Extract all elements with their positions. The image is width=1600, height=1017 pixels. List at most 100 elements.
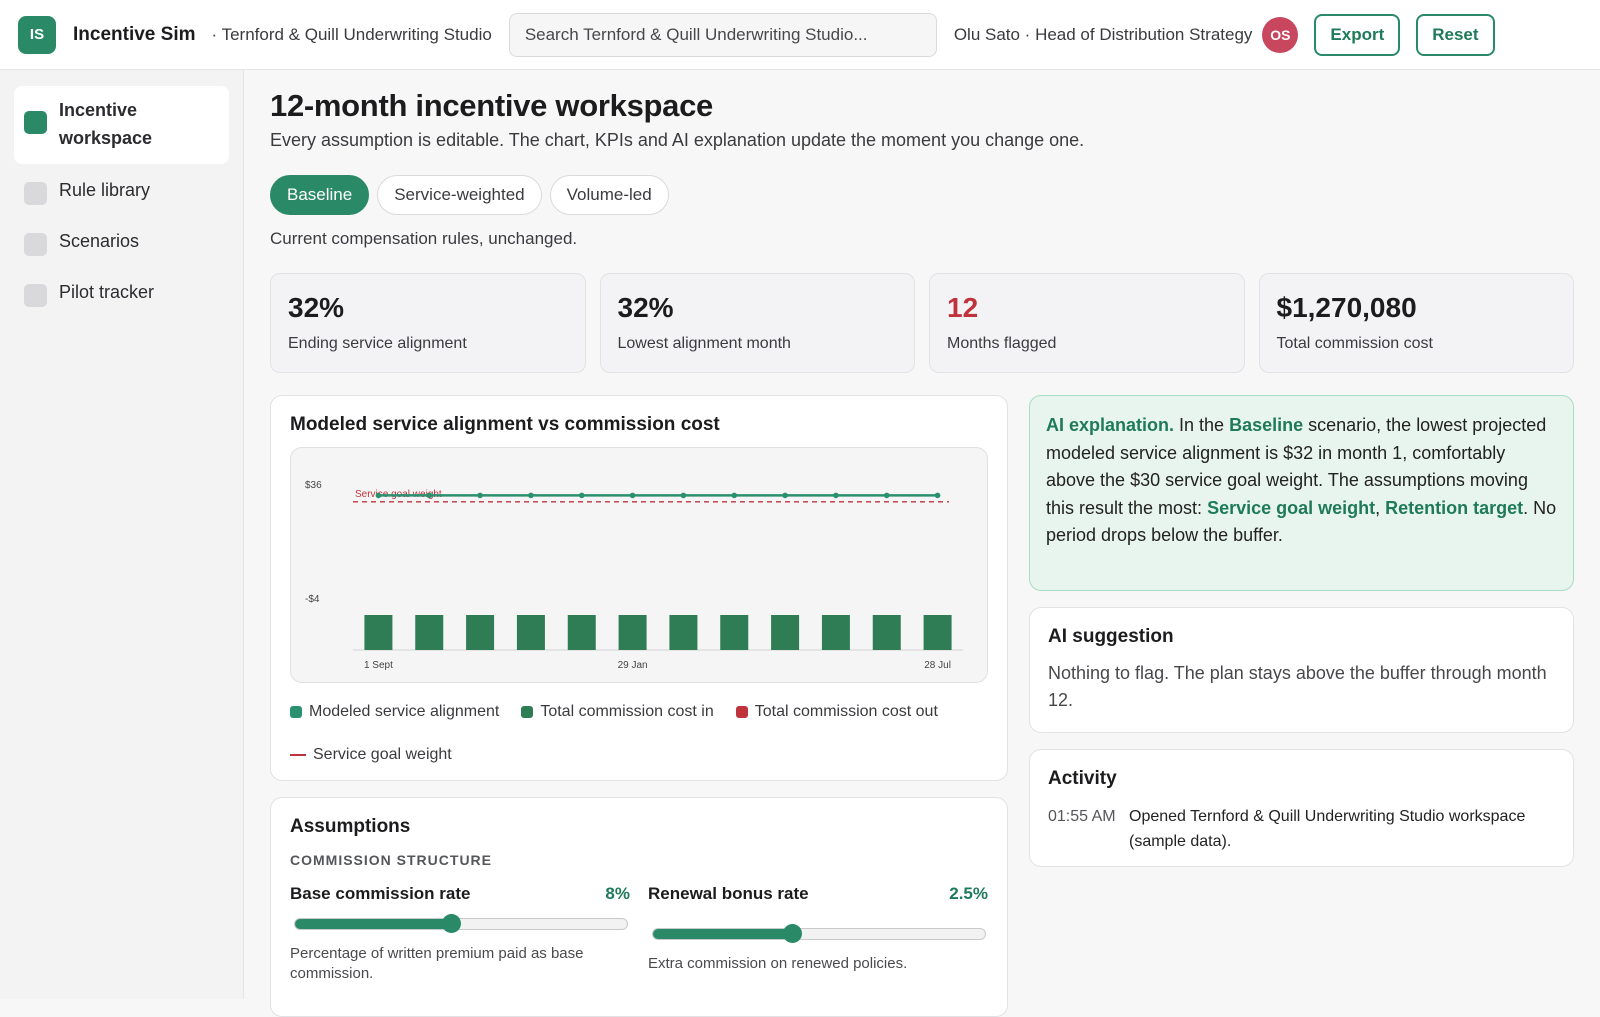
line-point	[731, 492, 738, 499]
sidebar-item-incentive-workspace[interactable]: Incentive workspace	[14, 86, 229, 164]
slider-value: 8%	[605, 884, 630, 903]
bar-mark	[669, 615, 698, 650]
sidebar-item-label: Scenarios	[59, 231, 140, 251]
scenario-description: Current compensation rules, unchanged.	[270, 229, 578, 248]
kpi-card: 32% Lowest alignment month	[599, 273, 915, 373]
assumptions-title: Assumptions	[290, 816, 411, 837]
line-point	[375, 492, 382, 499]
activity-entry: 01:55 AM Opened Ternford & Quill Underwr…	[1048, 804, 1555, 854]
nav-square-icon	[24, 284, 47, 307]
nav-square-icon	[24, 233, 47, 256]
tab-service-weighted[interactable]: Service-weighted	[377, 175, 542, 215]
chart-title: Modeled service alignment vs commission …	[290, 414, 720, 435]
slider-thumb[interactable]	[783, 924, 803, 943]
sidebar-item-pilot-tracker[interactable]: Pilot tracker	[14, 272, 229, 317]
bar-mark	[771, 615, 800, 650]
app-logo: IS	[18, 15, 56, 54]
y-tick-label: -$4	[305, 594, 320, 605]
search-input[interactable]: Search Ternford & Quill Underwriting Stu…	[508, 12, 937, 57]
line-point	[883, 492, 890, 499]
legend-item: Service goal weight	[290, 740, 452, 770]
legend-item: Total commission cost out	[735, 697, 938, 727]
sidebar-item-label: Incentive workspace	[59, 100, 153, 148]
kpi-value: $1,270,080	[1276, 292, 1417, 323]
slider-fill	[653, 929, 793, 939]
line-point	[629, 492, 636, 499]
ai-scenario-name: Baseline	[1229, 415, 1304, 435]
kpi-card: 32% Ending service alignment	[270, 273, 586, 373]
activity-title: Activity	[1048, 768, 1117, 789]
bar-mark	[567, 615, 596, 650]
assumptions-card: Assumptions COMMISSION STRUCTURE Base co…	[270, 797, 1008, 1017]
bar-mark	[516, 615, 545, 650]
legend-swatch	[290, 754, 306, 756]
kpi-value: 12	[947, 292, 979, 323]
avatar[interactable]: OS	[1262, 16, 1299, 53]
kpi-row: 32% Ending service alignment 32% Lowest …	[270, 273, 1574, 373]
line-point	[528, 492, 534, 499]
renewal-bonus-slider: Renewal bonus rate 2.5% Extra commission…	[648, 884, 988, 984]
kpi-card: 12 Months flagged	[929, 273, 1245, 373]
chart-card: Modeled service alignment vs commission …	[270, 395, 1008, 781]
tab-baseline[interactable]: Baseline	[270, 175, 370, 215]
kpi-value: 32%	[617, 292, 674, 323]
suggestion-title: AI suggestion	[1048, 626, 1174, 647]
bar-mark	[618, 615, 647, 650]
legend-swatch	[290, 706, 302, 718]
kpi-value: 32%	[288, 292, 345, 323]
legend-label: Modeled service alignment	[309, 703, 500, 720]
kpi-label: Ending service alignment	[288, 335, 467, 352]
kpi-label: Lowest alignment month	[617, 335, 791, 352]
reset-button[interactable]: Reset	[1416, 13, 1495, 56]
sidebar-item-scenarios[interactable]: Scenarios	[14, 221, 229, 266]
nav-square-icon	[24, 111, 47, 134]
top-bar: IS Incentive Sim · Ternford & Quill Unde…	[0, 0, 1600, 70]
line-point	[426, 492, 433, 499]
activity-text: Opened Ternford & Quill Underwriting Stu…	[1129, 808, 1526, 850]
legend-label: Total commission cost out	[754, 703, 938, 720]
slider-track[interactable]	[294, 914, 628, 933]
scenario-tabs: Baseline Service-weighted Volume-led	[270, 175, 1574, 215]
sidebar-item-rule-library[interactable]: Rule library	[14, 170, 229, 215]
y-tick-label: $36	[305, 480, 322, 491]
bar-mark	[364, 615, 393, 650]
slider-help: Extra commission on renewed policies.	[648, 955, 908, 972]
legend-swatch	[521, 706, 534, 718]
kpi-label: Months flagged	[947, 335, 1057, 352]
nav-square-icon	[24, 182, 47, 205]
slider-value: 2.5%	[949, 884, 988, 903]
kpi-label: Total commission cost	[1276, 335, 1434, 352]
slider-fill	[295, 919, 452, 929]
workspace-name: · Ternford & Quill Underwriting Studio	[211, 24, 492, 44]
ai-text: ,	[1375, 497, 1386, 518]
page-subtitle: Every assumption is editable. The chart,…	[270, 130, 1085, 150]
user-name: Olu Sato · Head of Distribution Strategy	[953, 24, 1253, 44]
export-button[interactable]: Export	[1314, 13, 1401, 56]
legend-item: Modeled service alignment	[290, 697, 499, 727]
chart-legend: Modeled service alignment Total commissi…	[290, 697, 988, 783]
legend-swatch	[735, 706, 748, 718]
main-content: 12-month incentive workspace Every assum…	[270, 70, 1574, 1017]
line-point	[934, 492, 941, 499]
bar-mark	[821, 615, 850, 650]
chart-area: $36 -$4 Service goal weight 1 Sept 29 Jan 28 …	[290, 447, 988, 683]
sidebar-item-label: Rule library	[59, 180, 151, 200]
base-commission-slider: Base commission rate 8% Percentage of wr…	[290, 884, 630, 984]
line-point	[782, 492, 788, 499]
bar-mark	[872, 615, 901, 650]
line-point	[477, 492, 483, 499]
bar-mark	[720, 615, 749, 650]
legend-item: Total commission cost in	[521, 697, 714, 727]
slider-label: Renewal bonus rate	[648, 884, 809, 903]
kpi-card: $1,270,080 Total commission cost	[1258, 273, 1574, 373]
section-label: COMMISSION STRUCTURE	[290, 852, 492, 868]
slider-track[interactable]	[652, 924, 986, 943]
tab-volume-led[interactable]: Volume-led	[549, 175, 669, 215]
line-point	[680, 492, 687, 499]
page-title: 12-month incentive workspace	[270, 88, 713, 123]
activity-card: Activity 01:55 AM Opened Ternford & Quil…	[1029, 749, 1574, 867]
slider-thumb[interactable]	[442, 914, 462, 933]
ai-suggestion-card: AI suggestion Nothing to flag. The plan …	[1029, 607, 1574, 733]
ai-driver: Service goal weight	[1207, 497, 1376, 518]
